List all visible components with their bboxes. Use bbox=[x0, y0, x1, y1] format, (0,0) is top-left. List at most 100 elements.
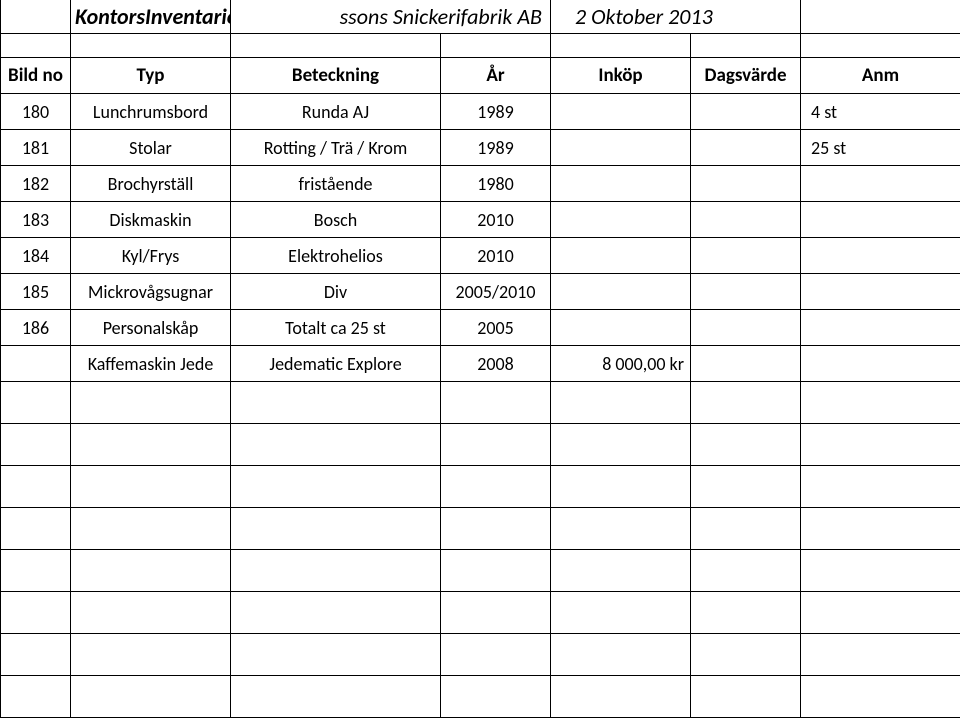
title-empty-end bbox=[801, 0, 960, 34]
empty-cell bbox=[231, 424, 441, 466]
cell-typ: Kyl/Frys bbox=[71, 238, 231, 274]
table-row: 181StolarRotting / Trä / Krom198925 st bbox=[1, 130, 960, 166]
empty-cell bbox=[231, 382, 441, 424]
cell-ar: 1989 bbox=[441, 94, 551, 130]
header-row: Bild no Typ Beteckning År Inköp Dagsvärd… bbox=[1, 58, 960, 94]
empty-cell bbox=[551, 592, 691, 634]
cell-inkop bbox=[551, 202, 691, 238]
empty-cell bbox=[551, 466, 691, 508]
col-bild-no: Bild no bbox=[1, 58, 71, 94]
title-row: KontorsInventarier ssons Snickerifabrik … bbox=[1, 0, 960, 34]
empty-cell bbox=[691, 634, 801, 676]
cell-dagsvarde bbox=[691, 166, 801, 202]
empty-cell bbox=[801, 424, 960, 466]
empty-cell bbox=[441, 634, 551, 676]
title-left: KontorsInventarier bbox=[71, 0, 231, 34]
empty-cell bbox=[801, 550, 960, 592]
cell-beteckning: Jedematic Explore bbox=[231, 346, 441, 382]
cell-ar: 2005 bbox=[441, 310, 551, 346]
cell-typ: Kaffemaskin Jede bbox=[71, 346, 231, 382]
empty-row bbox=[1, 424, 960, 466]
empty-cell bbox=[231, 508, 441, 550]
col-anm: Anm bbox=[801, 58, 960, 94]
empty-cell bbox=[1, 634, 71, 676]
cell-bild-no: 180 bbox=[1, 94, 71, 130]
empty-row bbox=[1, 508, 960, 550]
table-row: 185MickrovågsugnarDiv2005/2010 bbox=[1, 274, 960, 310]
col-beteckning: Beteckning bbox=[231, 58, 441, 94]
cell-inkop bbox=[551, 166, 691, 202]
empty-cell bbox=[71, 382, 231, 424]
empty-cell bbox=[71, 424, 231, 466]
col-inkop: Inköp bbox=[551, 58, 691, 94]
empty-cell bbox=[691, 424, 801, 466]
cell-inkop: 8 000,00 kr bbox=[551, 346, 691, 382]
empty-cell bbox=[691, 550, 801, 592]
col-dagsvarde: Dagsvärde bbox=[691, 58, 801, 94]
empty-cell bbox=[441, 592, 551, 634]
cell-bild-no: 182 bbox=[1, 166, 71, 202]
cell-anm bbox=[801, 238, 960, 274]
inventory-table: KontorsInventarier ssons Snickerifabrik … bbox=[0, 0, 960, 718]
empty-cell bbox=[551, 508, 691, 550]
cell-bild-no: 184 bbox=[1, 238, 71, 274]
cell-ar: 2005/2010 bbox=[441, 274, 551, 310]
cell-beteckning: Runda AJ bbox=[231, 94, 441, 130]
cell-anm bbox=[801, 346, 960, 382]
cell-anm bbox=[801, 166, 960, 202]
empty-cell bbox=[1, 676, 71, 718]
table-row: Kaffemaskin JedeJedematic Explore20088 0… bbox=[1, 346, 960, 382]
empty-cell bbox=[231, 634, 441, 676]
empty-cell bbox=[691, 676, 801, 718]
table-row: 182Brochyrställfristående1980 bbox=[1, 166, 960, 202]
title-right: 2 Oktober 2013 bbox=[551, 0, 801, 34]
empty-cell bbox=[1, 382, 71, 424]
col-typ: Typ bbox=[71, 58, 231, 94]
cell-dagsvarde bbox=[691, 94, 801, 130]
cell-dagsvarde bbox=[691, 202, 801, 238]
empty-cell bbox=[441, 424, 551, 466]
gap-row bbox=[1, 34, 960, 58]
empty-cell bbox=[441, 508, 551, 550]
empty-cell bbox=[801, 676, 960, 718]
cell-inkop bbox=[551, 238, 691, 274]
table-row: 183DiskmaskinBosch2010 bbox=[1, 202, 960, 238]
cell-typ: Stolar bbox=[71, 130, 231, 166]
empty-cell bbox=[551, 550, 691, 592]
cell-bild-no: 181 bbox=[1, 130, 71, 166]
empty-cell bbox=[801, 592, 960, 634]
empty-row bbox=[1, 466, 960, 508]
empty-row bbox=[1, 550, 960, 592]
empty-cell bbox=[801, 508, 960, 550]
cell-bild-no: 186 bbox=[1, 310, 71, 346]
empty-cell bbox=[551, 382, 691, 424]
cell-beteckning: Bosch bbox=[231, 202, 441, 238]
empty-cell bbox=[551, 634, 691, 676]
empty-cell bbox=[231, 550, 441, 592]
title-empty bbox=[1, 0, 71, 34]
empty-cell bbox=[71, 550, 231, 592]
cell-ar: 2010 bbox=[441, 238, 551, 274]
col-ar: År bbox=[441, 58, 551, 94]
cell-bild-no: 183 bbox=[1, 202, 71, 238]
cell-ar: 2008 bbox=[441, 346, 551, 382]
cell-ar: 1980 bbox=[441, 166, 551, 202]
cell-anm bbox=[801, 202, 960, 238]
cell-inkop bbox=[551, 310, 691, 346]
cell-dagsvarde bbox=[691, 130, 801, 166]
cell-anm: 25 st bbox=[801, 130, 960, 166]
empty-cell bbox=[441, 382, 551, 424]
empty-cell bbox=[551, 424, 691, 466]
cell-dagsvarde bbox=[691, 310, 801, 346]
empty-cell bbox=[551, 676, 691, 718]
table-row: 184Kyl/FrysElektrohelios2010 bbox=[1, 238, 960, 274]
cell-inkop bbox=[551, 130, 691, 166]
cell-inkop bbox=[551, 274, 691, 310]
cell-beteckning: Elektrohelios bbox=[231, 238, 441, 274]
cell-bild-no bbox=[1, 346, 71, 382]
empty-cell bbox=[691, 592, 801, 634]
empty-cell bbox=[71, 508, 231, 550]
cell-anm bbox=[801, 310, 960, 346]
empty-row bbox=[1, 634, 960, 676]
empty-cell bbox=[1, 592, 71, 634]
